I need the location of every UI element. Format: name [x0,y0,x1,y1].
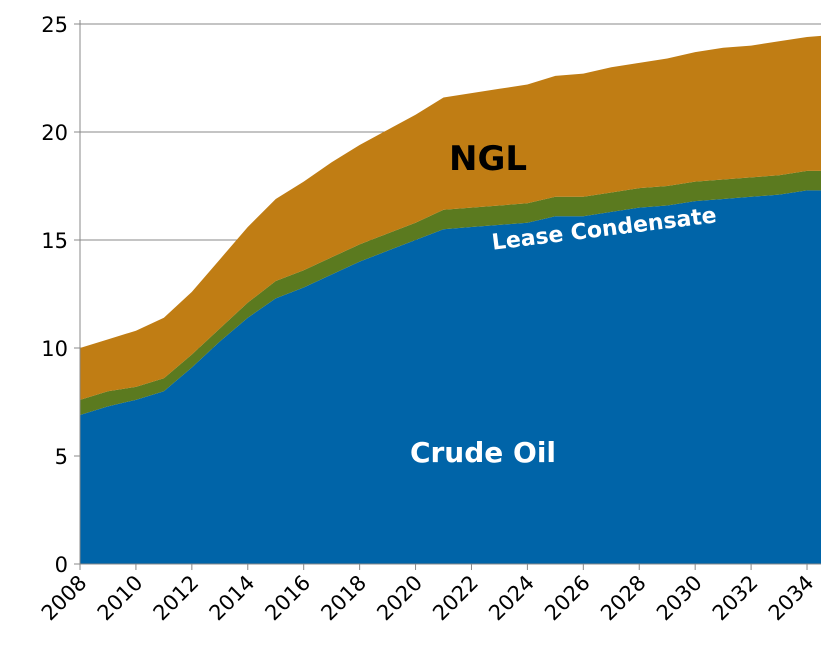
y-tick-label: 5 [55,445,68,469]
x-tick-label: 2022 [428,571,483,626]
x-tick-label: 2014 [205,571,260,626]
x-tick-label: 2026 [540,571,595,626]
x-tick-label: 2012 [149,571,204,626]
y-tick-label: 25 [41,13,68,37]
area [80,190,821,564]
series-label: Crude Oil [410,436,556,469]
x-tick-label: 2016 [260,571,315,626]
x-tick-label: 2010 [93,571,148,626]
x-tick-label: 2008 [37,571,92,626]
x-tick-label: 2030 [652,571,707,626]
x-tick-label: 2018 [316,571,371,626]
series-label: NGL [449,139,527,179]
x-tick-label: 2024 [484,571,539,626]
x-tick-label: 2034 [764,571,819,626]
area [80,170,821,415]
x-tick-label: 2020 [372,571,427,626]
x-tick-label: 2032 [708,571,763,626]
y-tick-label: 0 [55,553,68,577]
y-tick-label: 20 [41,121,68,145]
x-tick-label: 2028 [596,571,651,626]
area [80,35,821,400]
areas [80,35,821,564]
y-tick-label: 15 [41,229,68,253]
y-tick-label: 10 [41,337,68,361]
